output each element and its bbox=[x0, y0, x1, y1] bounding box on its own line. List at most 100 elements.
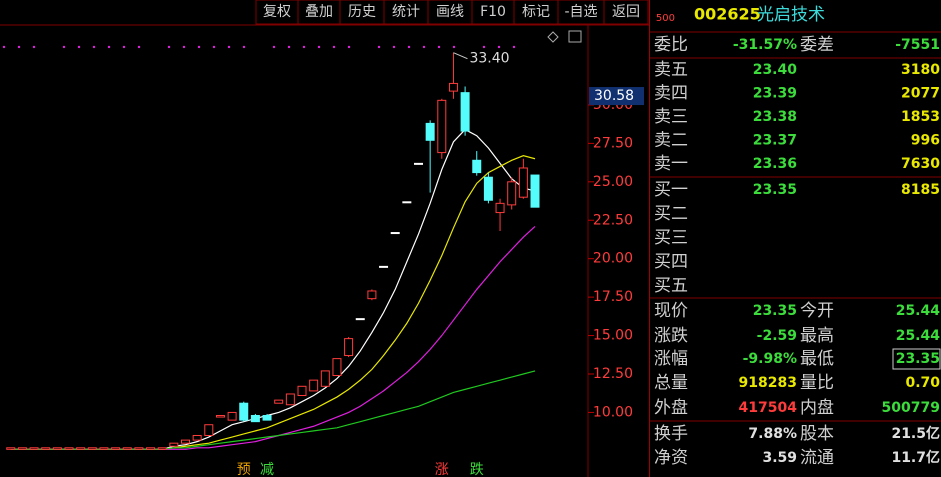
candle-body bbox=[134, 447, 144, 450]
indicator-dot bbox=[197, 45, 201, 49]
indicator-dot bbox=[32, 45, 36, 49]
y-tick-label: 20.00 bbox=[593, 251, 633, 267]
field-label: 流通 bbox=[800, 448, 834, 468]
field-value: -9.98% bbox=[743, 351, 797, 367]
event-label: 预 bbox=[237, 462, 251, 477]
toolbar-label[interactable]: -自选 bbox=[564, 4, 597, 20]
toolbar-button[interactable] bbox=[603, 0, 649, 25]
candle-body bbox=[518, 167, 528, 198]
y-tick-label: 15.00 bbox=[593, 328, 633, 344]
indicator-dot bbox=[212, 45, 216, 49]
max-pointer bbox=[453, 52, 468, 60]
indicator-dot bbox=[302, 45, 306, 49]
field-label: 最高 bbox=[800, 326, 834, 346]
candle-body bbox=[227, 411, 237, 421]
field-value: -31.57% bbox=[733, 37, 797, 53]
field-value: 1853 bbox=[901, 109, 940, 125]
candle-body bbox=[297, 385, 307, 397]
candle-body bbox=[390, 232, 400, 235]
indicator-dot bbox=[92, 45, 96, 49]
field-label: 卖二 bbox=[654, 131, 688, 151]
toolbar-button[interactable] bbox=[297, 0, 341, 25]
indicator-dot bbox=[347, 45, 351, 49]
candle-body bbox=[437, 99, 447, 154]
field-value: 23.35 bbox=[753, 303, 797, 319]
candle-body bbox=[146, 447, 156, 450]
toolbar-label[interactable]: 画线 bbox=[436, 4, 464, 20]
candle-body bbox=[402, 201, 412, 204]
current-price-box bbox=[589, 87, 644, 106]
event-marker bbox=[468, 462, 485, 477]
toolbar-label[interactable]: 叠加 bbox=[305, 4, 333, 20]
event-marker bbox=[259, 462, 276, 477]
candle-body bbox=[204, 424, 214, 436]
field-value: 8185 bbox=[901, 182, 940, 198]
field-value: 417504 bbox=[739, 400, 798, 416]
event-label: 跌 bbox=[470, 462, 484, 477]
indicator-dot bbox=[452, 45, 456, 49]
candle-body bbox=[320, 370, 330, 387]
candle-body bbox=[483, 176, 493, 201]
field-label: 卖五 bbox=[654, 60, 688, 80]
toolbar-button[interactable] bbox=[255, 0, 299, 25]
toolbar-label[interactable]: 统计 bbox=[392, 4, 420, 20]
badge: 500 bbox=[656, 13, 675, 24]
candle-body bbox=[472, 159, 482, 174]
y-tick-label: 10.00 bbox=[593, 404, 633, 420]
toolbar-label[interactable]: 复权 bbox=[263, 3, 291, 20]
field-label: 股本 bbox=[800, 424, 834, 444]
indicator-dot bbox=[407, 45, 411, 49]
indicator-dot bbox=[377, 45, 381, 49]
candle-body bbox=[355, 318, 365, 321]
field-label: 委差 bbox=[800, 35, 834, 55]
field-value: 11.7亿 bbox=[891, 449, 940, 466]
icon[interactable] bbox=[547, 31, 559, 43]
field-label: 涨跌 bbox=[654, 326, 688, 346]
field-value: 25.44 bbox=[896, 328, 941, 344]
candle-body bbox=[274, 399, 284, 404]
indicator-dot bbox=[167, 45, 171, 49]
toolbar-button[interactable] bbox=[471, 0, 515, 25]
toolbar-label[interactable]: 历史 bbox=[348, 4, 376, 20]
field-value: 23.37 bbox=[753, 133, 797, 149]
toolbar-label[interactable]: 标记 bbox=[522, 4, 550, 20]
field-value: 0.70 bbox=[905, 375, 940, 391]
field-label: 买二 bbox=[654, 204, 688, 224]
candle-body bbox=[87, 447, 97, 450]
icon[interactable] bbox=[568, 30, 582, 43]
field-value: 23.36 bbox=[753, 156, 797, 172]
candle-body bbox=[507, 181, 517, 206]
field-label: 净资 bbox=[654, 448, 688, 468]
candle-body bbox=[169, 442, 179, 447]
event-marker bbox=[235, 462, 252, 477]
toolbar-button[interactable] bbox=[427, 0, 473, 25]
candle-body bbox=[52, 447, 62, 450]
field-label: 总量 bbox=[654, 373, 688, 393]
indicator-dot bbox=[17, 45, 21, 49]
toolbar-label[interactable]: F10 bbox=[480, 4, 506, 20]
toolbar-label[interactable]: 返回 bbox=[612, 4, 640, 20]
field-label: 换手 bbox=[654, 424, 688, 444]
candle-body bbox=[367, 290, 377, 300]
max-label: 33.40 bbox=[469, 51, 509, 67]
candle-body bbox=[309, 379, 319, 392]
field-value: 2077 bbox=[901, 86, 940, 102]
event-label: 涨 bbox=[435, 462, 449, 477]
stock-name: 光启技术 bbox=[757, 5, 825, 25]
field-label: 今开 bbox=[800, 301, 834, 321]
field-value: 23.38 bbox=[753, 109, 797, 125]
candle-body bbox=[414, 162, 423, 165]
field-value: 7630 bbox=[901, 156, 940, 172]
field-value: 996 bbox=[911, 133, 940, 149]
moving-average bbox=[10, 370, 536, 450]
field-value: 500779 bbox=[882, 400, 940, 416]
field-label: 最低 bbox=[800, 349, 834, 369]
field-label: 卖一 bbox=[654, 154, 688, 174]
indicator-dot bbox=[512, 45, 516, 49]
field-value: 918283 bbox=[739, 375, 797, 391]
field-label: 量比 bbox=[800, 373, 834, 393]
field-label: 卖三 bbox=[654, 107, 688, 127]
candle-body bbox=[425, 122, 435, 141]
candle-body bbox=[29, 447, 39, 450]
field-value: 3180 bbox=[901, 62, 940, 78]
